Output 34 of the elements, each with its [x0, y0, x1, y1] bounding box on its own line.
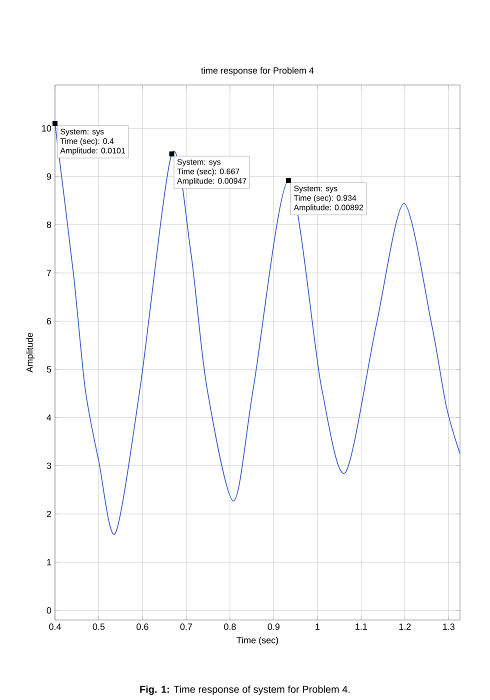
- x-tick-label: 0.7: [180, 624, 192, 630]
- annotation: System: sys: [294, 186, 338, 193]
- x-tick-label: 1.3: [443, 624, 454, 630]
- y-tick-label: 7: [46, 270, 52, 276]
- y-tick-label: 6: [46, 318, 52, 324]
- y-tick-label: 2: [46, 510, 52, 518]
- x-tick-label: 0.8: [224, 624, 236, 630]
- x-tick-label: 0.4: [49, 624, 61, 630]
- x-tick-label: 1.1: [356, 624, 367, 630]
- annotation: Time (sec): 0.667: [177, 168, 240, 176]
- y-axis-title: Amplitude: [26, 332, 35, 372]
- x-tick-label: 1.2: [399, 624, 411, 630]
- chart-title: time response for Problem 4: [201, 67, 314, 76]
- y-tick-label: 10: [42, 125, 52, 132]
- y-tick-label: 0: [46, 607, 52, 614]
- x-tick-label: 1: [316, 624, 320, 630]
- annotation: System: sys: [177, 159, 221, 166]
- annotation: Time (sec): 0.4: [60, 138, 114, 146]
- x-tick-label: 0.5: [92, 624, 105, 630]
- y-tick-label: 3: [46, 462, 52, 469]
- y-tick-label: 8: [46, 222, 52, 228]
- y-tick-label: 5: [46, 366, 52, 373]
- y-tick-label: 4: [46, 414, 52, 421]
- y-tick-label: 1: [47, 559, 52, 566]
- x-tick-label: 0.6: [136, 624, 148, 630]
- x-tick-label: 0.9: [268, 624, 280, 630]
- annotation: System: sys: [60, 128, 104, 136]
- text: Fig. 1: Time response of system for Problem 4.: [140, 686, 350, 695]
- annotation: Time (sec): 0.934: [294, 194, 356, 202]
- annotation: Amplitude: 0.0101: [60, 148, 126, 155]
- x-axis-title: Time (sec): [236, 636, 278, 646]
- y-tick-label: 9: [46, 173, 52, 180]
- annotation: Amplitude: 0.00947: [176, 178, 246, 186]
- annotation: Amplitude: 0.00892: [294, 204, 364, 212]
